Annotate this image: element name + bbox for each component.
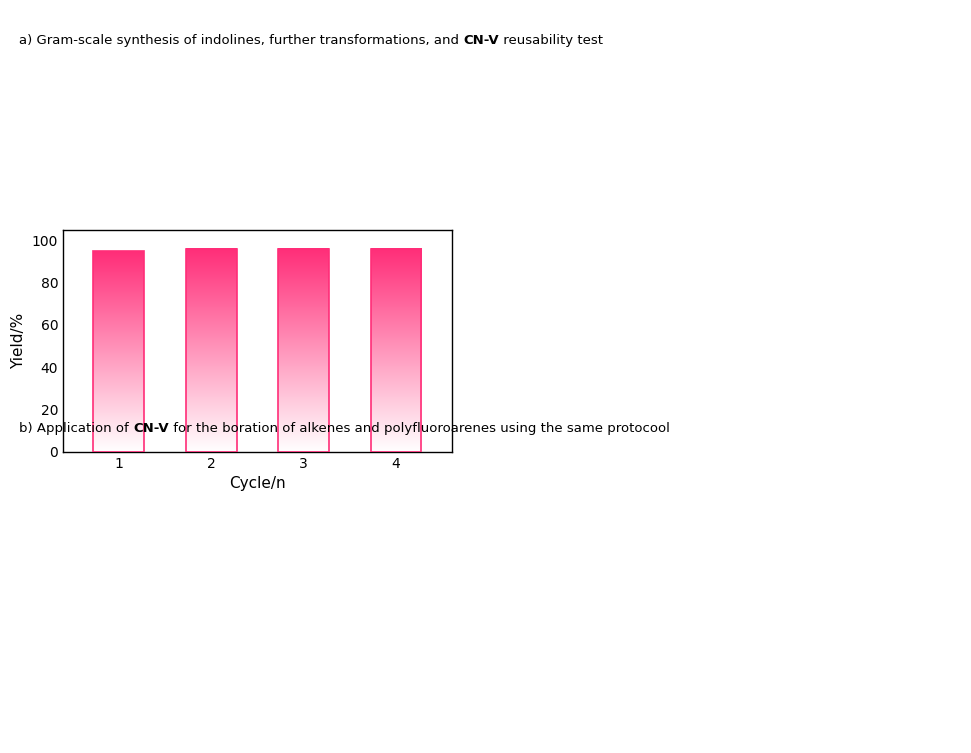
Text: b) Application of: b) Application of: [19, 422, 133, 434]
Text: CN-V: CN-V: [133, 422, 169, 434]
Text: reusability test: reusability test: [499, 34, 603, 47]
Y-axis label: Yield/%: Yield/%: [12, 312, 26, 369]
Bar: [371, 248, 421, 452]
Bar: [185, 248, 237, 452]
Text: for the boration of alkenes and polyfluoroarenes using the same protocool: for the boration of alkenes and polyfluo…: [169, 422, 670, 434]
Bar: [93, 251, 144, 452]
Bar: [278, 248, 329, 452]
Text: a) Gram-scale synthesis of indolines, further transformations, and: a) Gram-scale synthesis of indolines, fu…: [19, 34, 464, 47]
X-axis label: Cycle/n: Cycle/n: [229, 476, 285, 491]
Text: CN-V: CN-V: [464, 34, 499, 47]
